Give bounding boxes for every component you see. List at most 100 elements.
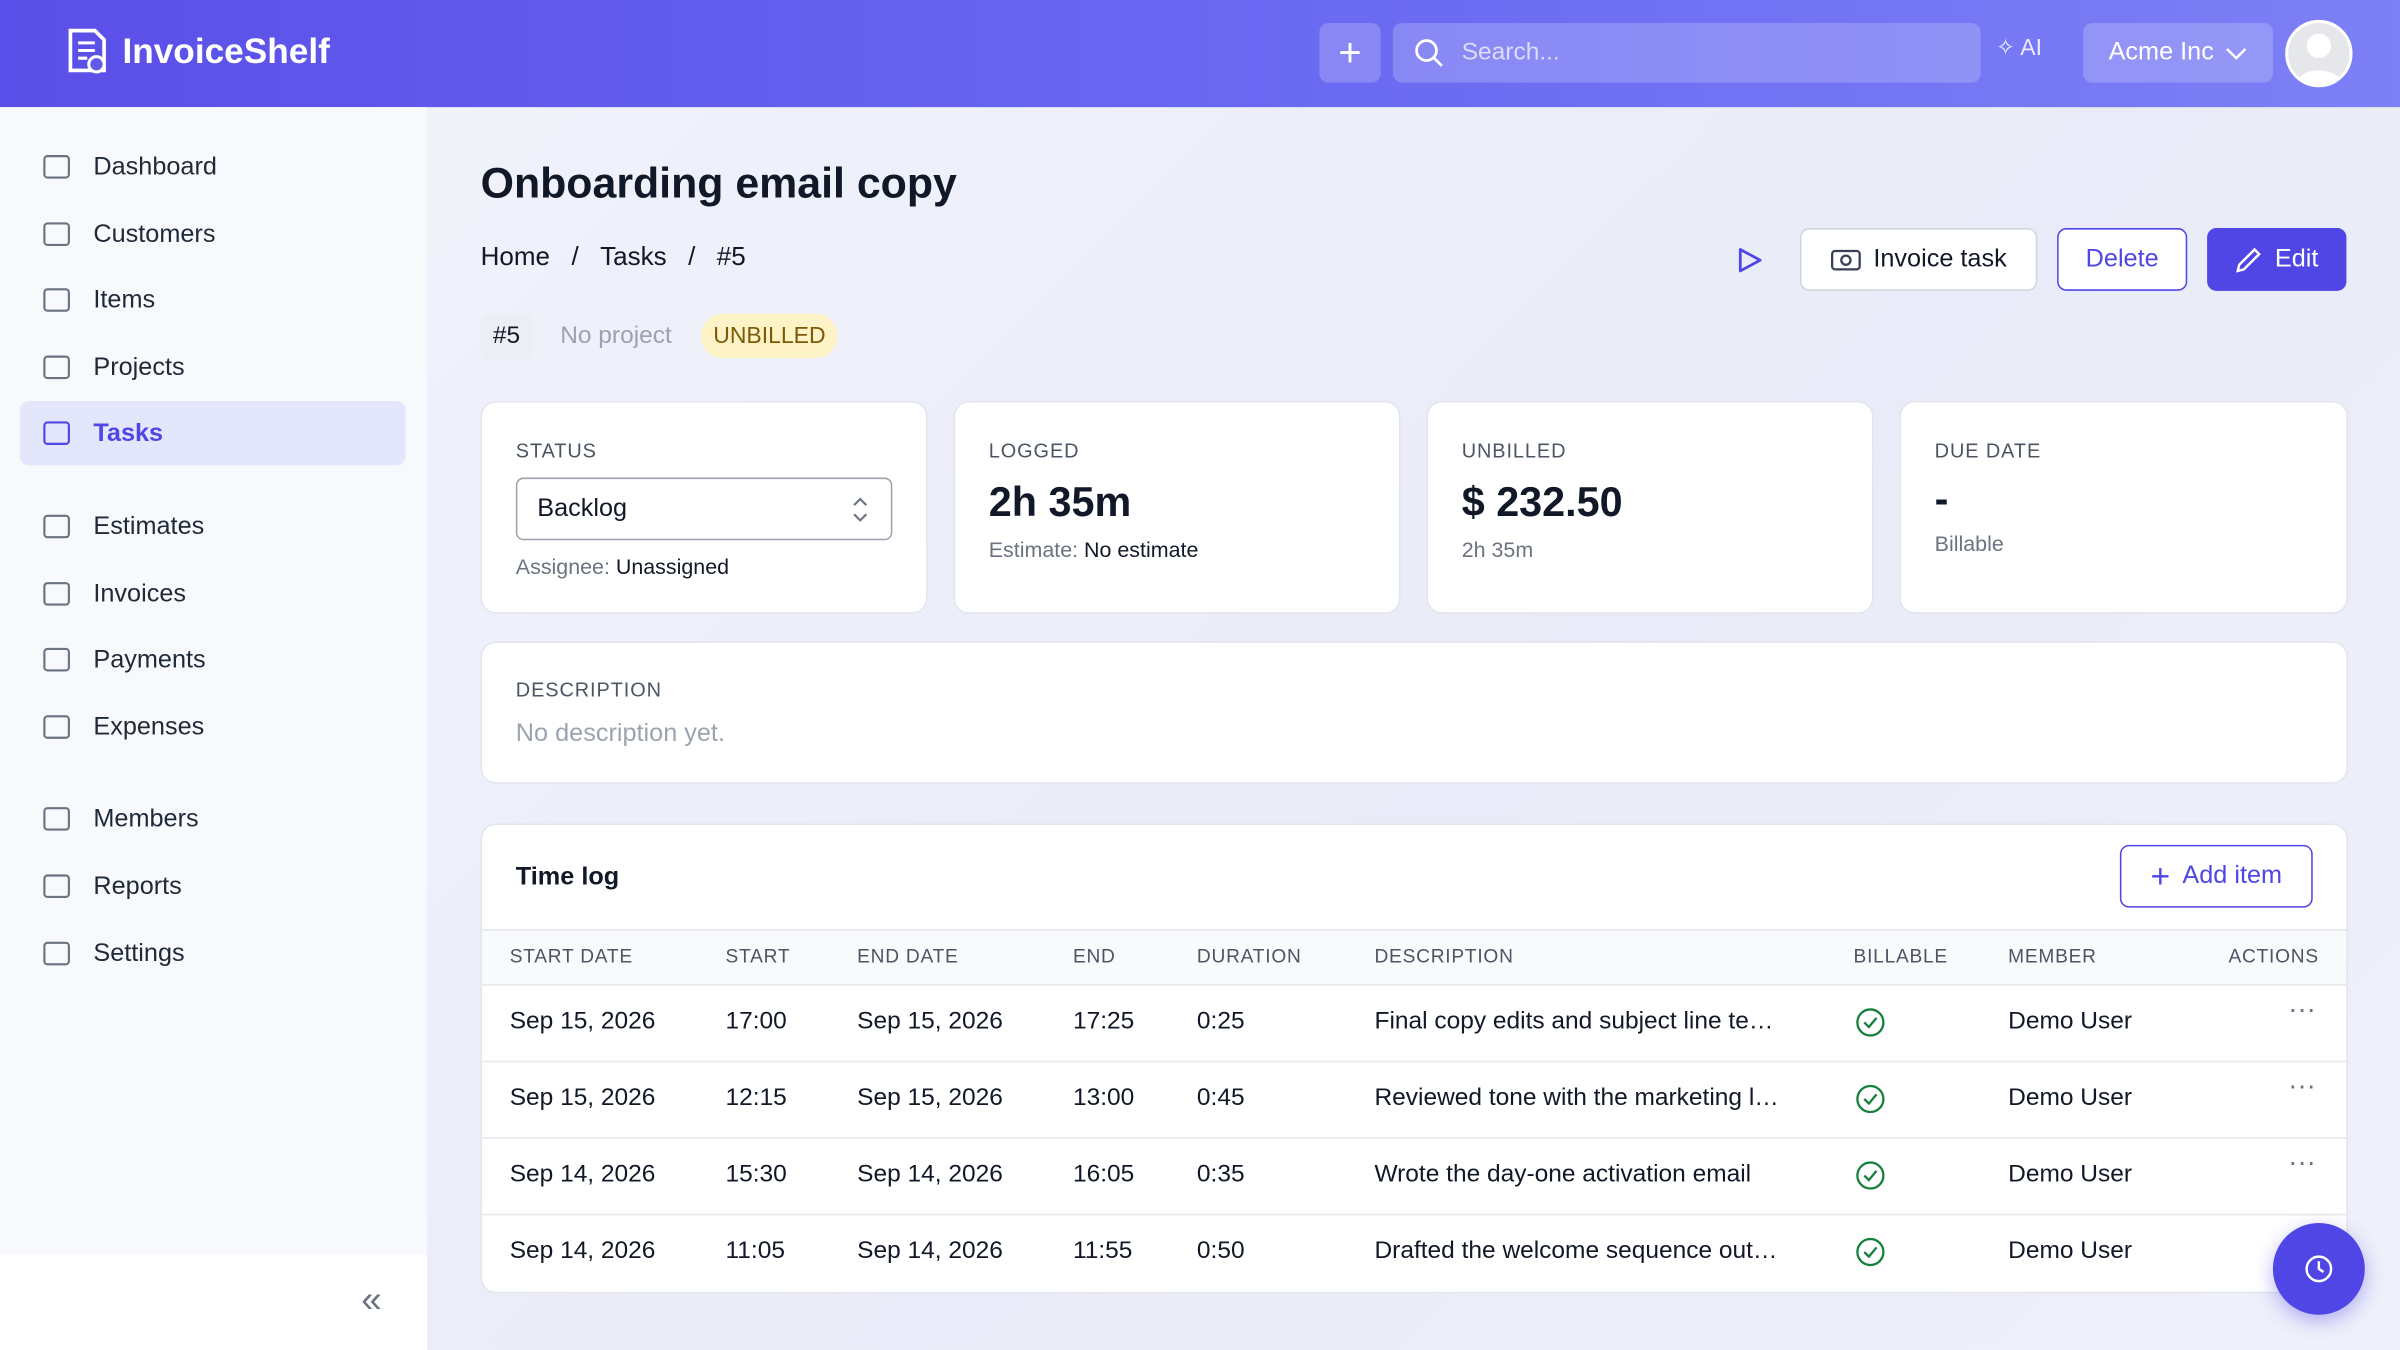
invoice-task-button[interactable]: Invoice task <box>1799 228 2038 291</box>
search-box[interactable]: Search... <box>1392 22 1981 83</box>
start-timer-button[interactable] <box>1734 245 1765 276</box>
label: Edit <box>2274 244 2319 273</box>
cell: 11:55 <box>1072 1238 1133 1265</box>
nav-icon <box>43 581 70 606</box>
column-header: DURATION <box>1196 945 1302 968</box>
description-text: No description yet. <box>515 719 725 747</box>
cell: 11:05 <box>725 1238 785 1265</box>
nav-item[interactable]: Invoices <box>20 561 406 625</box>
nav-item[interactable]: Payments <box>20 628 406 692</box>
billable-check <box>1855 1160 1886 1198</box>
nav-icon <box>43 221 70 246</box>
chevron <box>2226 47 2247 59</box>
nav-item[interactable]: Customers <box>20 201 406 265</box>
nav-icon <box>43 288 70 313</box>
nav-item[interactable]: Items <box>20 268 406 332</box>
table-row: Sep 14, 2026 11:05 Sep 14, 2026 11:55 0:50 Dr… <box>482 1214 2346 1291</box>
nav-icon <box>43 941 70 965</box>
nav-item[interactable]: Settings <box>20 921 406 985</box>
nav-icon-wrap <box>41 218 72 256</box>
nav-item[interactable]: Dashboard <box>20 135 406 199</box>
column-header: ACTIONS <box>2228 945 2319 968</box>
status-select[interactable]: Backlog <box>515 477 893 541</box>
due-date-card: DUE DATE - Billable <box>1899 401 2348 614</box>
nav-icon <box>43 155 70 179</box>
breadcrumb[interactable]: Home <box>480 241 551 271</box>
cell: Sep 14, 2026 <box>509 1161 656 1188</box>
delete-button[interactable]: Delete <box>2057 228 2188 291</box>
nav-item[interactable]: Expenses <box>20 695 406 759</box>
add-item-button[interactable]: + Add item <box>2119 844 2313 908</box>
status-card: STATUS Backlog Assignee: Unassigned <box>480 401 928 614</box>
estimate-value: No estimate <box>1084 537 1199 562</box>
estimate-label: Estimate: <box>988 537 1079 562</box>
card-sub: Billable <box>1934 531 2004 556</box>
column-header: START <box>725 945 791 968</box>
nav-icon <box>43 355 70 379</box>
cell: 16:05 <box>1072 1161 1135 1188</box>
company-switcher[interactable]: Acme Inc <box>2083 22 2273 83</box>
nav-label: Settings <box>93 939 185 967</box>
cell: Wrote the day-one activation email <box>1374 1161 1752 1188</box>
nav-item[interactable]: Tasks <box>19 401 406 466</box>
row-actions[interactable]: ··· <box>2288 1146 2316 1178</box>
nav-label: Invoices <box>93 579 187 608</box>
nav-label: Dashboard <box>93 153 217 181</box>
nav-label: Members <box>93 805 199 834</box>
cell: 0:25 <box>1196 1008 1245 1035</box>
assignee-value: Unassigned <box>615 554 730 579</box>
row-actions[interactable]: ··· <box>2288 1069 2316 1101</box>
brand: InvoiceShelf <box>122 30 330 71</box>
edit-button[interactable]: Edit <box>2207 228 2347 291</box>
column-header: END DATE <box>857 945 959 968</box>
nav-icon-wrap <box>41 511 72 549</box>
select-arrows <box>853 497 868 522</box>
billing-tag: UNBILLED <box>701 313 838 359</box>
nav-item[interactable]: Members <box>20 787 406 851</box>
nav-icon <box>43 421 70 446</box>
nav-item[interactable]: Estimates <box>20 494 406 558</box>
edit-icon <box>2236 246 2262 272</box>
quick-add-button[interactable]: + <box>1319 22 1381 83</box>
cell: 0:50 <box>1196 1238 1245 1265</box>
card-value: - <box>1934 476 1949 522</box>
card-label: LOGGED <box>988 439 1080 463</box>
ai-label: AI <box>2020 35 2042 62</box>
ai-button[interactable]: ✧ AI <box>1995 35 2042 62</box>
sidebar-footer: « <box>0 1255 428 1350</box>
nav-label: Customers <box>93 219 216 248</box>
breadcrumb[interactable]: Tasks <box>600 241 667 271</box>
card-label: STATUS <box>515 439 597 463</box>
row-actions[interactable]: ··· <box>2288 993 2316 1024</box>
cell: Sep 14, 2026 <box>509 1238 656 1265</box>
time-log-card: Time log + Add item START DATE START END DA… <box>480 823 2348 1294</box>
nav-icon-wrap <box>41 285 72 323</box>
table-row: Sep 15, 2026 17:00 Sep 15, 2026 17:25 0:25 Fi… <box>482 984 2347 1063</box>
card-value: 2h 35m <box>988 479 1132 525</box>
description-card: DESCRIPTION No description yet. <box>480 641 2348 784</box>
company-name: Acme Inc <box>2108 38 2214 66</box>
column-header: START DATE <box>509 945 633 968</box>
cell: 0:45 <box>1196 1085 1245 1112</box>
nav-icon-wrap <box>41 938 72 976</box>
nav-item[interactable]: Reports <box>20 854 406 918</box>
cell: 13:00 <box>1072 1085 1135 1112</box>
table-row: Sep 14, 2026 15:30 Sep 14, 2026 16:05 0:35 Wr… <box>482 1137 2347 1216</box>
collapse-button[interactable]: « <box>361 1279 382 1321</box>
nav-icon-wrap <box>41 418 72 456</box>
breadcrumb: #5 <box>716 241 746 271</box>
avatar[interactable] <box>2285 19 2353 88</box>
logo <box>68 28 106 74</box>
nav-icon-wrap <box>41 578 72 616</box>
timer-fab[interactable] <box>2272 1222 2365 1315</box>
nav-item[interactable]: Projects <box>20 335 406 399</box>
column-header: END <box>1072 945 1116 968</box>
cell: Sep 14, 2026 <box>857 1238 1003 1265</box>
nav-icon <box>43 514 70 539</box>
nav-label: Tasks <box>93 419 164 448</box>
breadcrumbs: Home / Tasks / #5 <box>480 241 746 271</box>
nav-icon-wrap <box>41 152 72 190</box>
nav-label: Estimates <box>93 512 205 541</box>
cell: Demo User <box>2008 1238 2132 1265</box>
